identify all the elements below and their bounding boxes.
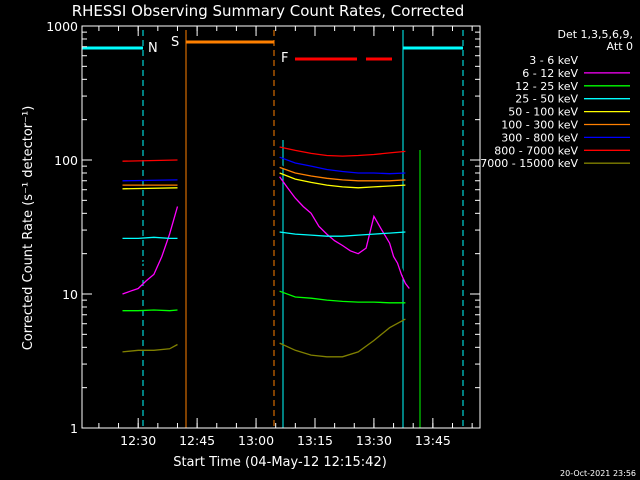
- x-axis-label: Start Time (04-May-12 12:15:42): [173, 455, 387, 470]
- series-line-6-segment-0: [122, 179, 178, 182]
- series-layer: [122, 146, 410, 358]
- axis-ticks: 1 10 100 1000 12:30 12:45 13:00 13:15 13:30 13:45: [46, 19, 480, 448]
- y-tick-label: 10: [62, 287, 78, 302]
- series-line-1-segment-1: [279, 176, 410, 289]
- series-line-4-segment-1: [279, 172, 406, 189]
- legend-entry-label: 800 - 7000 keV: [494, 144, 578, 157]
- series-line-0-segment-1: [278, 162, 407, 284]
- legend-header-line-2: Att 0: [607, 40, 633, 53]
- legend-entry-label: 6 - 12 keV: [522, 67, 578, 80]
- series-line-4-segment-0: [122, 187, 178, 190]
- legend-entry-label: 25 - 50 keV: [515, 93, 578, 106]
- legend-entry-label: 300 - 800 keV: [501, 131, 578, 144]
- series-line-8-segment-0: [122, 343, 178, 353]
- series-line-2-segment-0: [122, 309, 178, 312]
- observing-flags: [81, 30, 464, 428]
- series-line-2-segment-1: [279, 290, 406, 304]
- flag-label-n: N: [148, 41, 158, 56]
- flag-label-f: F: [281, 51, 288, 66]
- series-line-6-segment-1: [279, 156, 406, 175]
- x-tick-label: 12:30: [120, 433, 156, 448]
- y-tick-label: 1000: [46, 19, 78, 34]
- chart-title: RHESSI Observing Summary Count Rates, Co…: [72, 2, 465, 20]
- legend-entry-label: 7000 - 15000 keV: [480, 157, 578, 170]
- x-tick-label: 13:00: [238, 433, 274, 448]
- legend-header-line-1: Det 1,3,5,6,9,: [557, 28, 633, 41]
- x-tick-label: 13:30: [356, 433, 392, 448]
- flag-label-s: S: [171, 35, 179, 50]
- plot-frame: [81, 25, 481, 429]
- y-axis-label: Corrected Count Rate (s⁻¹ detector⁻¹): [21, 106, 36, 351]
- series-line-0-segment-0: [125, 200, 179, 268]
- y-tick-label: 100: [54, 153, 78, 168]
- series-line-7-segment-1: [279, 146, 406, 157]
- legend-entry-label: 50 - 100 keV: [508, 106, 578, 119]
- x-tick-label: 13:45: [415, 433, 451, 448]
- x-tick-label: 13:15: [297, 433, 333, 448]
- series-line-7-segment-0: [122, 159, 178, 162]
- series-line-5-segment-1: [279, 166, 406, 182]
- legend-entry-label: 3 - 6 keV: [529, 54, 578, 67]
- x-tick-label: 12:45: [179, 433, 215, 448]
- series-line-3-segment-1: [279, 231, 406, 237]
- series-line-8-segment-1: [279, 318, 406, 358]
- generation-timestamp: 20-Oct-2021 23:56: [560, 469, 636, 478]
- y-tick-label: 1: [70, 421, 78, 436]
- legend-entry-label: 12 - 25 keV: [515, 80, 578, 93]
- legend-entry-label: 100 - 300 keV: [501, 119, 578, 132]
- series-line-3-segment-0: [122, 236, 178, 240]
